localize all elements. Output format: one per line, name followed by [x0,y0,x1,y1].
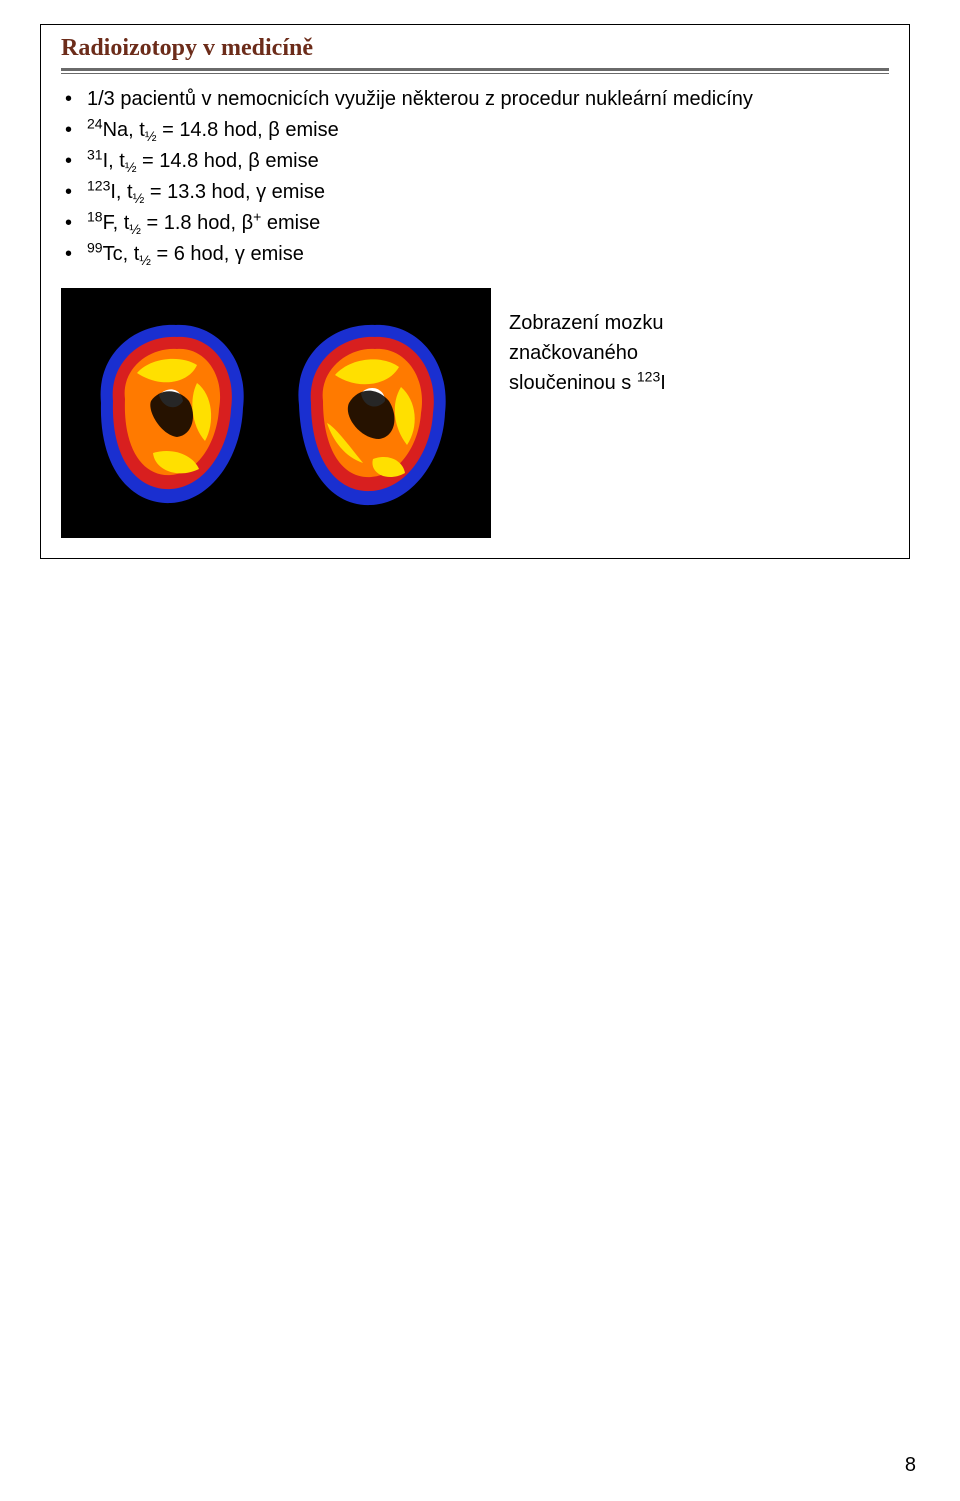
isotope-mass: 18 [87,208,103,224]
emission-tail: emise [261,212,320,234]
list-item: 1/3 pacientů v nemocnicích využije někte… [87,84,889,115]
half-life: 1.8 hod [164,212,231,234]
isotope-symbol: I [103,150,109,172]
isotope-mass: 31 [87,146,103,162]
half-sub: ½ [129,221,141,237]
slide-card: Radioizotopy v medicíně 1/3 pacientů v n… [40,24,910,559]
isotope-symbol: Tc [103,243,123,265]
half-life: 14.8 hod [159,150,237,172]
isotope-mass: 24 [87,115,103,131]
list-item: 18F, t½ = 1.8 hod, β+ emise [87,208,889,239]
half-sub: ½ [145,128,157,144]
brain-scan-image [61,288,491,538]
half-sub: ½ [133,190,145,206]
half-life: 14.8 hod [179,119,257,141]
divider-thick [61,68,889,71]
caption-iso: 123 [637,368,660,384]
half-life: 6 hod [174,243,224,265]
image-caption: Zobrazení mozku značkovaného sloučeninou… [509,288,666,398]
list-item: 123I, t½ = 13.3 hod, γ emise [87,177,889,208]
isotope-symbol: F [103,212,113,234]
bullet-text: 1/3 pacientů v nemocnicích využije někte… [87,88,753,110]
content-row: Zobrazení mozku značkovaného sloučeninou… [61,288,889,538]
emission: β emise [248,150,318,172]
caption-sym: I [660,372,666,394]
isotope-symbol: I [110,181,116,203]
list-item: 31I, t½ = 14.8 hod, β emise [87,146,889,177]
page: Radioizotopy v medicíně 1/3 pacientů v n… [0,0,960,1501]
emission: β emise [268,119,338,141]
isotope-mass: 99 [87,239,103,255]
bullet-list: 1/3 pacientů v nemocnicích využije někte… [61,84,889,270]
isotope-mass: 123 [87,177,110,193]
list-item: 99Tc, t½ = 6 hod, γ emise [87,239,889,270]
title-underline [61,68,889,74]
caption-text: sloučeninou s [509,372,637,394]
page-number: 8 [905,1454,916,1477]
half-life: 13.3 hod [167,181,245,203]
half-sub: ½ [125,159,137,175]
caption-line: značkovaného [509,338,666,368]
emission-base: β [242,212,254,234]
emission: γ emise [235,243,304,265]
slide-title: Radioizotopy v medicíně [61,35,889,66]
half-sub: ½ [139,252,151,268]
brain-scan-svg [71,298,481,528]
emission: γ emise [256,181,325,203]
list-item: 24Na, t½ = 14.8 hod, β emise [87,115,889,146]
caption-line: sloučeninou s 123I [509,368,666,398]
isotope-symbol: Na [103,119,129,141]
caption-line: Zobrazení mozku [509,308,666,338]
divider-thin [61,73,889,74]
